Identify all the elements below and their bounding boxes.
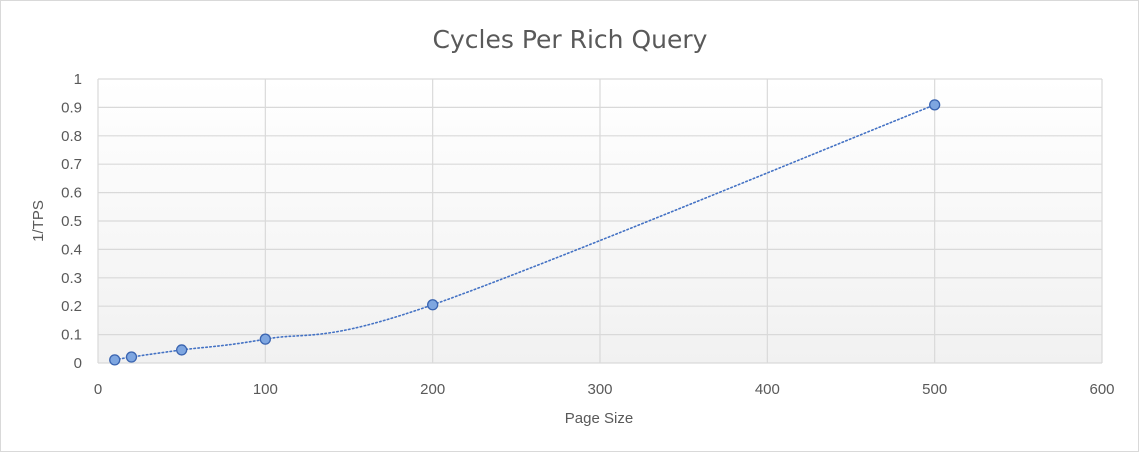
y-tick-label: 0.6	[61, 185, 82, 202]
x-tick-label: 400	[755, 381, 780, 398]
x-axis-label: Page Size	[565, 410, 633, 427]
trendline-layer	[113, 104, 936, 361]
y-tick-label: 0.7	[61, 156, 82, 173]
data-point	[109, 354, 121, 366]
y-tick-label: 0.9	[61, 99, 82, 116]
y-tick-label: 0.5	[61, 213, 82, 230]
y-tick-label: 0	[74, 355, 82, 372]
y-tick-label: 0.3	[61, 270, 82, 287]
y-tick-label: 0.2	[61, 298, 82, 315]
x-tick-label: 500	[922, 381, 947, 398]
y-tick-label: 1	[74, 71, 82, 88]
y-axis-label: 1/TPS	[30, 200, 47, 242]
data-point	[427, 299, 439, 311]
tick-labels: 0 0.1 0.2 0.3 0.4 0.5 0.6 0.7 0.8 0.9 1 0 100 200 300 4…	[61, 71, 1114, 398]
data-points	[109, 99, 941, 366]
series-trendline	[113, 104, 936, 361]
x-tick-label: 100	[253, 381, 278, 398]
chart-title: Cycles Per Rich Query	[433, 25, 708, 54]
y-tick-label: 0.8	[61, 128, 82, 145]
x-tick-label: 600	[1089, 381, 1114, 398]
data-point	[259, 333, 271, 345]
y-tick-label: 0.4	[61, 241, 82, 258]
data-point	[125, 351, 138, 363]
x-tick-label: 0	[94, 381, 102, 398]
y-tick-label: 0.1	[61, 327, 82, 344]
data-point	[176, 344, 188, 356]
x-tick-label: 200	[420, 381, 445, 398]
data-point	[929, 99, 941, 111]
x-tick-label: 300	[587, 381, 612, 398]
